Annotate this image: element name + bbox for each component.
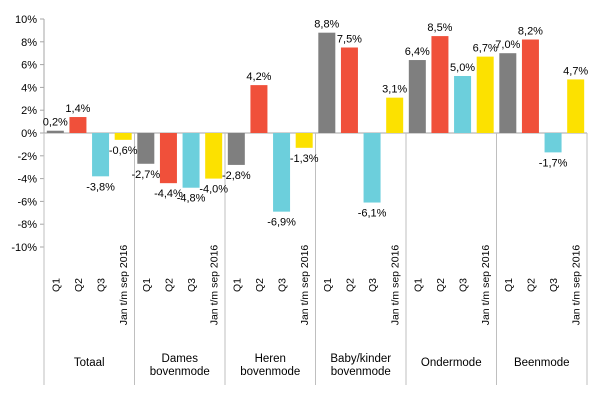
group-label: Ondermode — [421, 357, 482, 369]
bar — [363, 133, 381, 203]
bar — [567, 79, 585, 133]
bar — [250, 85, 268, 133]
category-label: Q1 — [322, 278, 334, 292]
data-label: -3,8% — [86, 181, 115, 193]
data-label: 6,7% — [473, 43, 498, 55]
bar — [544, 133, 562, 153]
bar — [454, 76, 472, 133]
data-label: -1,3% — [290, 153, 319, 165]
data-label: -2,7% — [131, 169, 160, 181]
axes: -10% -8% -6% -4% -2% 0% 2% 4% 6% 8% 10% Q1 Q2 Q3 Jan t… — [11, 14, 588, 385]
bar — [408, 60, 426, 133]
category-label: Q1 — [503, 278, 515, 292]
category-label: Jan t/m sep 2016 — [571, 245, 583, 326]
group-label: Dames bovenmode — [150, 353, 210, 378]
bar — [114, 133, 132, 140]
category-label: Q1 — [231, 278, 243, 292]
category-label: Q3 — [277, 278, 289, 292]
category-label: Q2 — [254, 278, 266, 292]
bar — [521, 39, 539, 133]
bar — [340, 47, 358, 133]
data-label: -2,8% — [222, 170, 251, 182]
y-tick-label: -2% — [17, 151, 37, 163]
group-label: Baby/kinder bovenmode — [330, 353, 391, 378]
bar — [227, 133, 245, 165]
y-tick-label: 4% — [21, 82, 37, 94]
group-label: Beenmode — [514, 357, 570, 369]
data-label: 8,8% — [314, 19, 339, 31]
y-tick-label: -8% — [17, 219, 37, 231]
y-tick-label: 6% — [21, 60, 37, 72]
category-label: Q3 — [96, 278, 108, 292]
category-label: Q2 — [163, 278, 175, 292]
y-tick-label: -4% — [17, 174, 37, 186]
bar — [46, 130, 64, 133]
bar — [137, 133, 155, 164]
data-label: -6,1% — [358, 208, 387, 220]
data-label: 8,2% — [518, 26, 543, 38]
data-label: 1,4% — [65, 103, 90, 115]
bar — [431, 36, 449, 133]
data-label: 7,0% — [495, 39, 520, 51]
data-label: 7,5% — [337, 34, 362, 46]
data-label: 0,2% — [43, 117, 68, 129]
y-tick-label: -6% — [17, 196, 37, 208]
category-label: Q3 — [367, 278, 379, 292]
data-label: 4,2% — [246, 71, 271, 83]
data-label: -4,4% — [154, 188, 183, 200]
data-label: 8,5% — [427, 22, 452, 34]
bars — [46, 32, 585, 212]
bar — [386, 97, 404, 133]
bar — [69, 117, 87, 133]
y-tick-label: 8% — [21, 37, 37, 49]
bar — [318, 32, 336, 133]
category-label: Jan t/m sep 2016 — [118, 245, 130, 326]
bar — [295, 133, 313, 148]
category-label: Q1 — [50, 278, 62, 292]
group-label: Totaal — [74, 357, 105, 369]
category-label: Q1 — [412, 278, 424, 292]
data-label: 6,4% — [405, 46, 430, 58]
category-label: Q2 — [435, 278, 447, 292]
category-label: Jan t/m sep 2016 — [209, 245, 221, 326]
y-tick-label: 10% — [15, 14, 37, 26]
y-tick-label: -10% — [11, 242, 37, 254]
data-label: 4,7% — [563, 65, 588, 77]
category-label: Q3 — [458, 278, 470, 292]
category-label: Jan t/m sep 2016 — [390, 245, 402, 326]
bar — [182, 133, 200, 188]
category-label: Jan t/m sep 2016 — [480, 245, 492, 326]
category-label: Q3 — [548, 278, 560, 292]
data-label: -6,9% — [267, 217, 296, 229]
data-label: -4,8% — [177, 193, 206, 205]
bar — [159, 133, 177, 184]
category-label: Q2 — [344, 278, 356, 292]
y-tick-label: 0% — [21, 128, 37, 140]
bar — [92, 133, 110, 177]
bar — [273, 133, 291, 212]
data-label: 5,0% — [450, 62, 475, 74]
category-label: Q2 — [73, 278, 85, 292]
bar — [205, 133, 223, 179]
category-label: Q1 — [141, 278, 153, 292]
data-label: -4,0% — [199, 184, 228, 196]
data-label: 3,1% — [382, 84, 407, 96]
category-label: Jan t/m sep 2016 — [299, 245, 311, 326]
data-label: -1,7% — [539, 157, 568, 169]
category-label: Q2 — [525, 278, 537, 292]
bar — [499, 53, 517, 134]
data-labels: 0,2% 1,4% -3,8% -0,6% -2,7% -4,4%-4,8%-4,0% -2… — [43, 19, 589, 229]
group-label: Heren bovenmode — [240, 353, 300, 378]
data-label: -0,6% — [109, 145, 138, 157]
category-label: Q3 — [186, 278, 198, 292]
y-tick-label: 2% — [21, 105, 37, 117]
bar — [476, 56, 494, 134]
